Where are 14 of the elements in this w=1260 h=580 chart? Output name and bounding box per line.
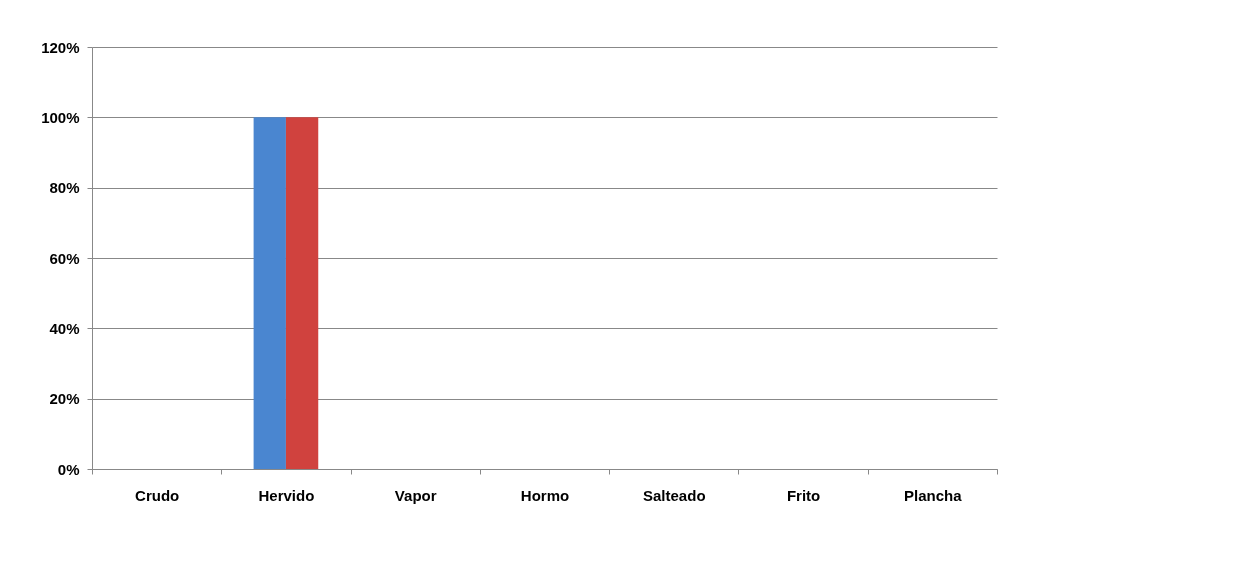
x-tick-label: Frito <box>786 486 821 504</box>
x-tick-label: Plancha <box>904 486 963 504</box>
x-tick-label: Vapor <box>394 486 437 504</box>
y-tick-label: 120% <box>41 38 80 56</box>
y-tick-label: 100% <box>41 108 80 126</box>
y-tick-label: 0% <box>57 460 80 478</box>
x-tick-label: Crudo <box>135 486 180 504</box>
y-tick-label: 80% <box>49 179 80 197</box>
x-tick-label: Hormo <box>520 486 570 504</box>
y-tick-label: 20% <box>49 390 80 408</box>
y-tick-label: 40% <box>49 319 80 337</box>
x-tick-label: Hervido <box>258 486 315 504</box>
x-tick-label: Salteado <box>643 486 706 504</box>
y-tick-label: 60% <box>49 249 80 267</box>
